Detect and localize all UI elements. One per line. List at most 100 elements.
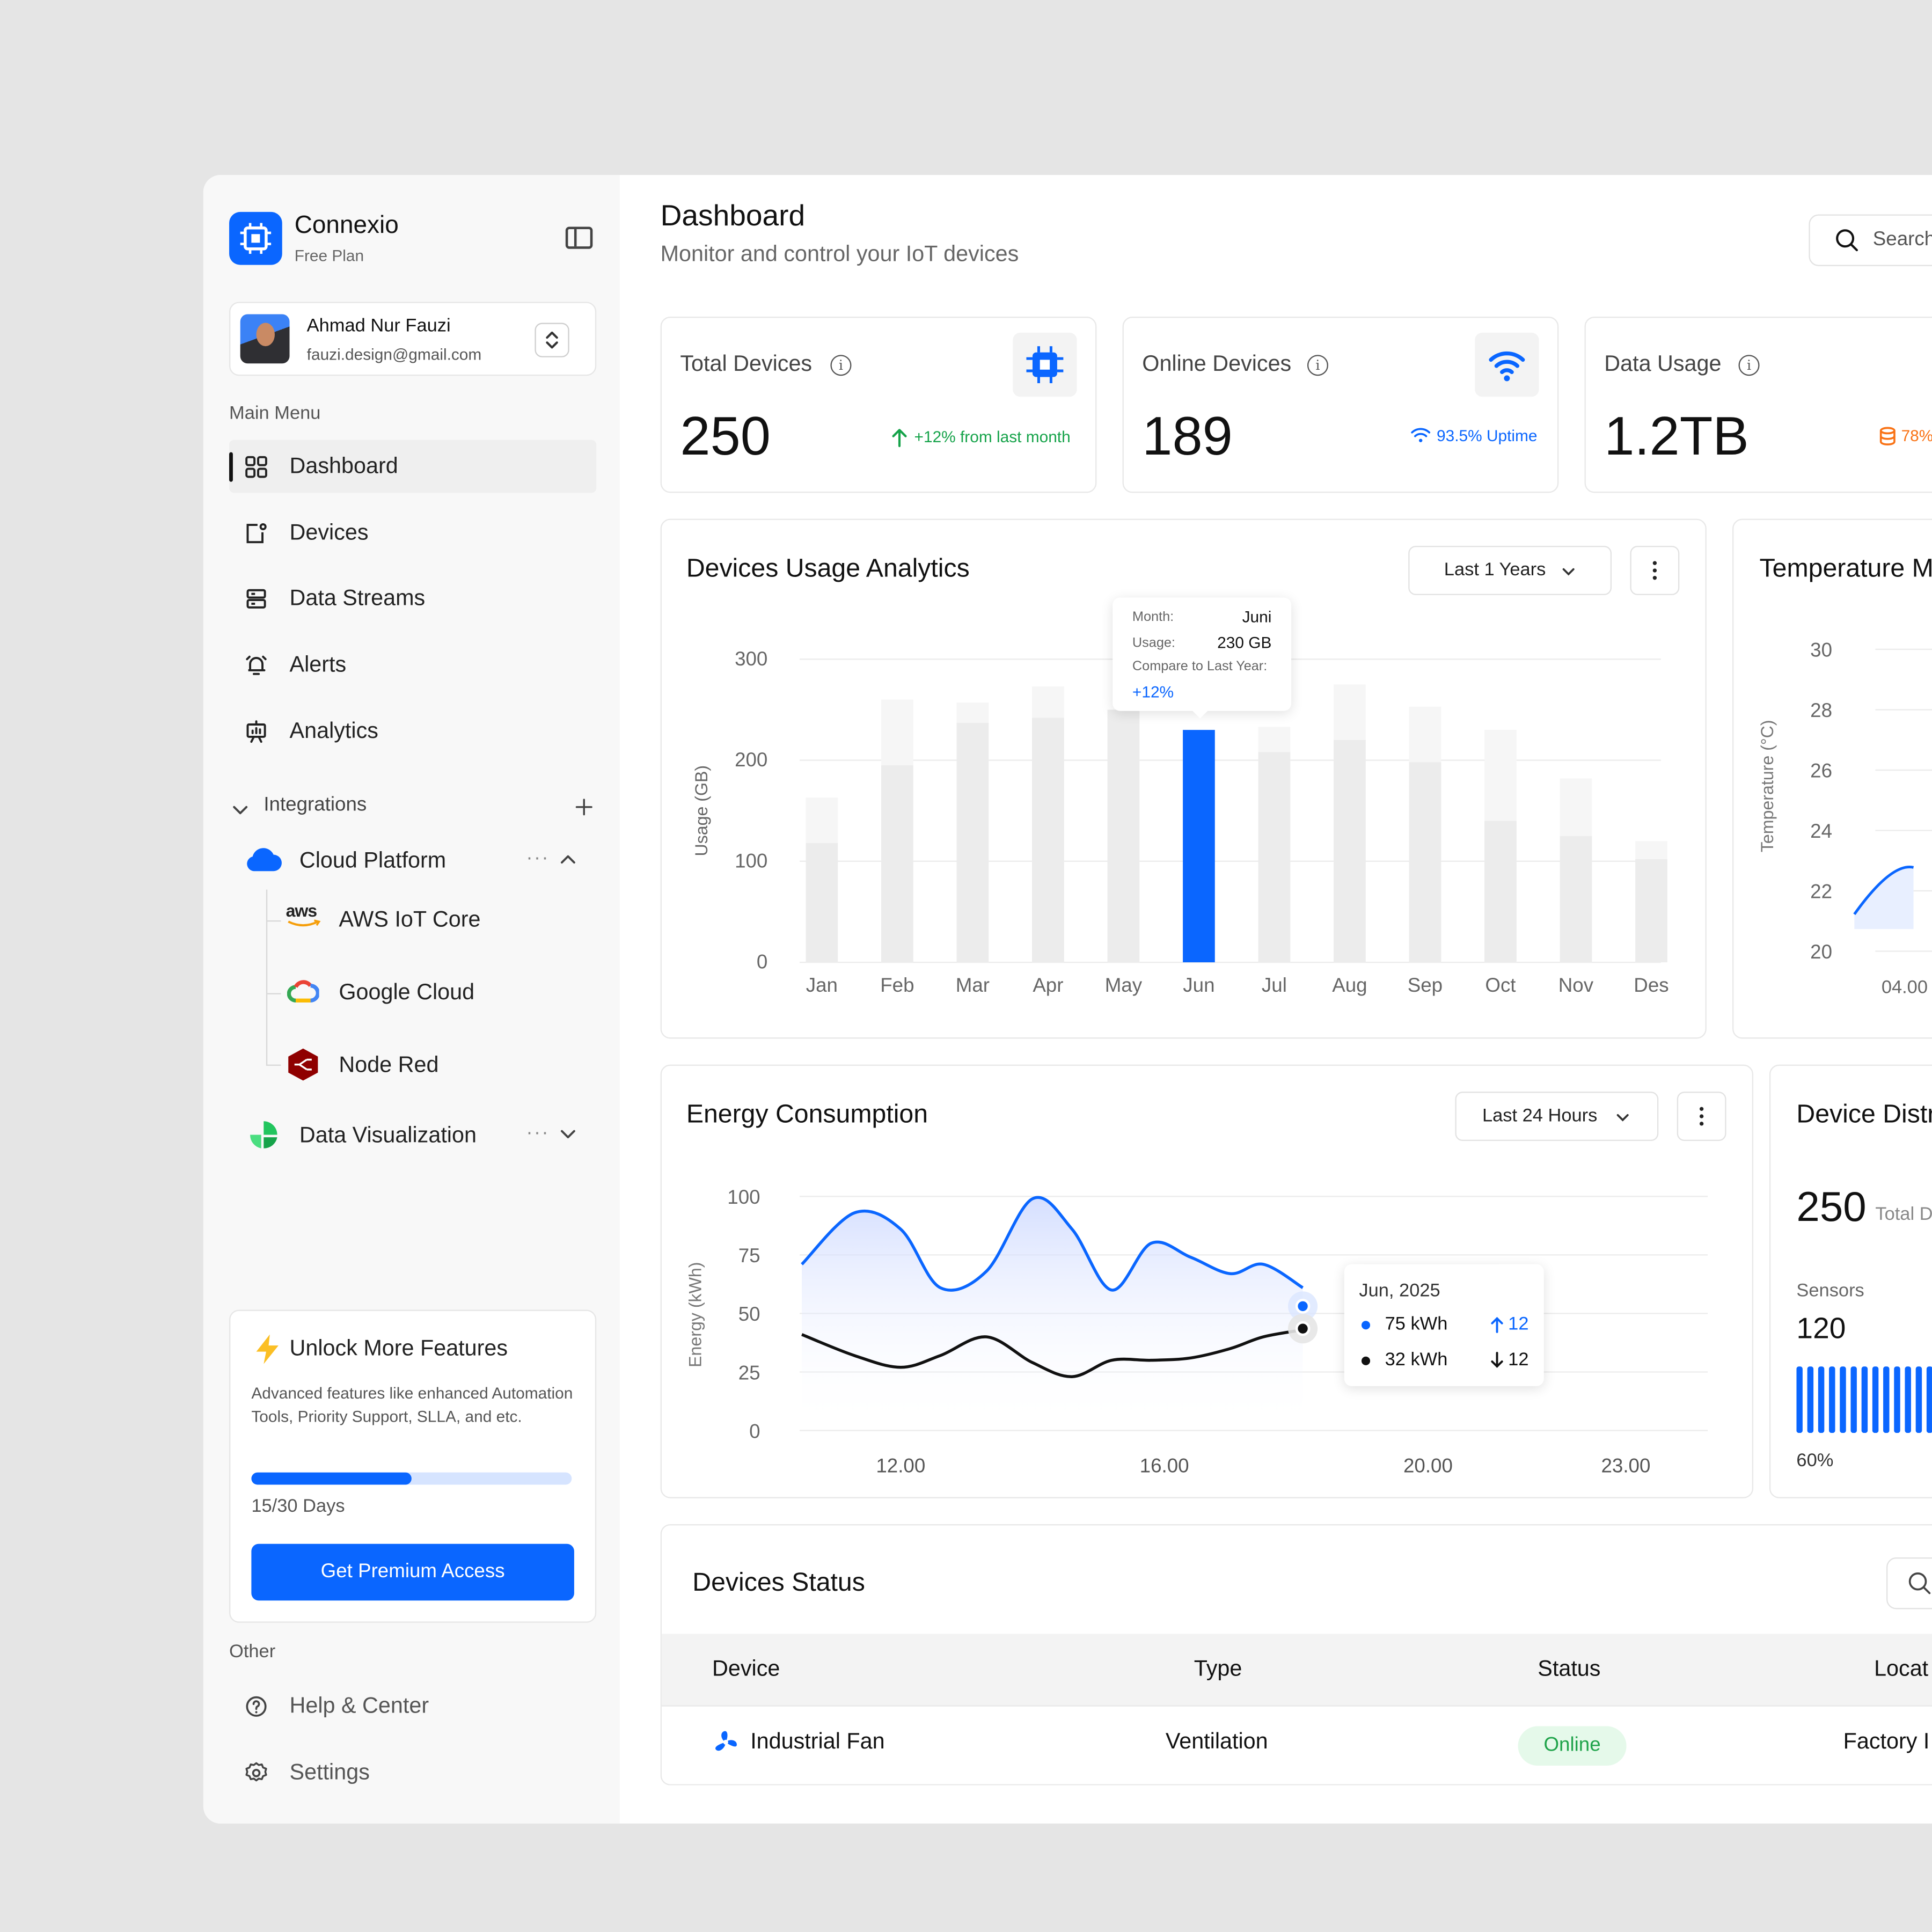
usage-x-tick: Apr (1033, 974, 1063, 996)
kpi-value: 189 (1142, 406, 1233, 467)
grid-icon (245, 456, 267, 478)
chevron-up-icon[interactable] (558, 849, 578, 869)
device-name: Industrial Fan (750, 1729, 885, 1754)
get-premium-button[interactable]: Get Premium Access (251, 1543, 574, 1601)
aws-iot-core-item[interactable]: AWS IoT Core (339, 906, 481, 932)
chevron-up-down-icon (546, 331, 558, 349)
energy-x-tick: 20.00 (1403, 1455, 1453, 1477)
chevron-down-icon[interactable] (230, 800, 250, 819)
data-visualization-label[interactable]: Data Visualization (299, 1122, 477, 1147)
help-icon (246, 1696, 267, 1717)
trial-days: 15/30 Days (251, 1496, 345, 1517)
status-badge: Online (1518, 1726, 1627, 1766)
info-icon[interactable]: i (830, 355, 852, 376)
usage-bar[interactable] (956, 722, 989, 963)
search-placeholder: Search (1872, 229, 1932, 251)
search-icon (1836, 229, 1858, 252)
sidebar-item-help[interactable]: Help & Center (229, 1679, 596, 1732)
database-icon (1879, 427, 1896, 445)
column-header-status[interactable]: Status (1538, 1656, 1601, 1681)
brand-logo (229, 211, 282, 265)
cloud-icon (247, 848, 282, 872)
sidebar-item-settings[interactable]: Settings (229, 1746, 596, 1799)
wifi-icon (1489, 351, 1525, 382)
chevron-down-icon[interactable] (558, 1124, 578, 1144)
temperature-y-tick: 30 (1810, 639, 1832, 661)
sensor-meter-bar (1883, 1366, 1890, 1433)
usage-bar[interactable] (1409, 762, 1441, 963)
temperature-y-tick: 22 (1810, 881, 1832, 903)
sensors-bar-meter (1796, 1366, 1932, 1433)
arrow-up-icon (1491, 1316, 1503, 1333)
sidebar-item-label: Analytics (289, 718, 378, 743)
sidebar-item-devices[interactable]: Devices (229, 507, 596, 560)
more-vertical-icon (1699, 1107, 1704, 1126)
cloud-platform-label[interactable]: Cloud Platform (299, 847, 447, 873)
energy-tooltip: Jun, 2025 75 kWh 12 32 kWh 12 (1344, 1264, 1544, 1386)
data-visualization-more-icon[interactable]: ··· (526, 1122, 550, 1144)
usage-x-tick: Des (1634, 974, 1668, 996)
sidebar-collapse-icon[interactable] (565, 226, 593, 249)
kpi-note: 78% (1901, 426, 1932, 445)
energy-y-tick: 0 (749, 1420, 760, 1442)
cloud-platform-more-icon[interactable]: ··· (526, 847, 550, 869)
usage-range-dropdown[interactable]: Last 1 Years (1408, 546, 1612, 595)
chevron-down-icon (1616, 1114, 1629, 1122)
usage-bar[interactable] (881, 765, 913, 963)
energy-point-series-1[interactable] (1295, 1299, 1311, 1314)
kpi-data-usage: Data Usage i 1.2TB 78% (1584, 317, 1932, 493)
distribution-total-label: Total D (1875, 1204, 1932, 1225)
tree-tick (266, 1064, 281, 1066)
sidebar-item-data-streams[interactable]: Data Streams (229, 572, 596, 625)
temperature-x-tick: 04.00 (1882, 977, 1928, 997)
search-input[interactable]: Search (1809, 214, 1932, 266)
google-cloud-item[interactable]: Google Cloud (339, 979, 475, 1005)
usage-bar[interactable] (1107, 709, 1140, 963)
sensor-meter-bar (1915, 1366, 1922, 1433)
usage-bar[interactable] (1560, 836, 1592, 963)
energy-point-series-2[interactable] (1295, 1321, 1311, 1336)
usage-x-tick: Nov (1558, 974, 1594, 996)
energy-y-tick: 25 (738, 1362, 760, 1384)
usage-bar[interactable] (1258, 752, 1291, 963)
energy-x-tick: 16.00 (1140, 1455, 1189, 1477)
temperature-title: Temperature M (1759, 554, 1932, 583)
upgrade-title: Unlock More Features (289, 1335, 508, 1360)
add-integration-icon[interactable] (575, 799, 592, 816)
sidebar-item-analytics[interactable]: Analytics (229, 705, 596, 758)
temperature-y-tick: 20 (1810, 941, 1832, 963)
sidebar-item-label: Settings (289, 1759, 370, 1784)
usage-bar[interactable] (1484, 821, 1517, 963)
integrations-label: Integrations (264, 794, 367, 816)
energy-range-dropdown[interactable]: Last 24 Hours (1455, 1092, 1659, 1141)
energy-more-button[interactable] (1677, 1092, 1726, 1141)
info-icon[interactable]: i (1738, 355, 1760, 376)
info-icon[interactable]: i (1307, 355, 1328, 376)
table-row[interactable]: Industrial Fan Ventilation Online Factor… (662, 1707, 1932, 1785)
sidebar-item-dashboard[interactable]: Dashboard (229, 440, 597, 493)
column-header-device[interactable]: Device (712, 1656, 780, 1681)
app-window: Connexio Free Plan Ahmad Nur Fauzi fauzi… (203, 175, 1932, 1824)
usage-bar[interactable] (806, 843, 838, 963)
kpi-title: Data Usage (1604, 351, 1722, 376)
table-divider (661, 1705, 1932, 1707)
column-header-location[interactable]: Locat (1874, 1656, 1929, 1681)
column-header-type[interactable]: Type (1194, 1656, 1242, 1681)
table-search-button[interactable] (1886, 1557, 1932, 1609)
usage-bar[interactable] (1032, 718, 1064, 963)
profile-switcher[interactable]: Ahmad Nur Fauzi fauzi.design@gmail.com (229, 302, 597, 376)
account-switch-button[interactable] (535, 323, 569, 357)
usage-bar[interactable] (1334, 740, 1366, 963)
sidebar-item-label: Alerts (289, 652, 347, 677)
usage-bar-highlighted[interactable] (1183, 730, 1215, 963)
temperature-card: Temperature M Temperature (°C) 30 28 26 24 2… (1732, 518, 1932, 1039)
chevron-down-icon (1562, 568, 1575, 576)
usage-more-button[interactable] (1630, 546, 1680, 595)
sensor-meter-bar (1840, 1366, 1846, 1433)
usage-bar[interactable] (1635, 859, 1667, 963)
node-red-item[interactable]: Node Red (339, 1052, 439, 1077)
sidebar-item-alerts[interactable]: Alerts (229, 638, 596, 691)
usage-x-tick: Mar (956, 974, 990, 996)
usage-y-tick: 100 (735, 850, 767, 872)
trial-progress-fill (251, 1472, 412, 1485)
